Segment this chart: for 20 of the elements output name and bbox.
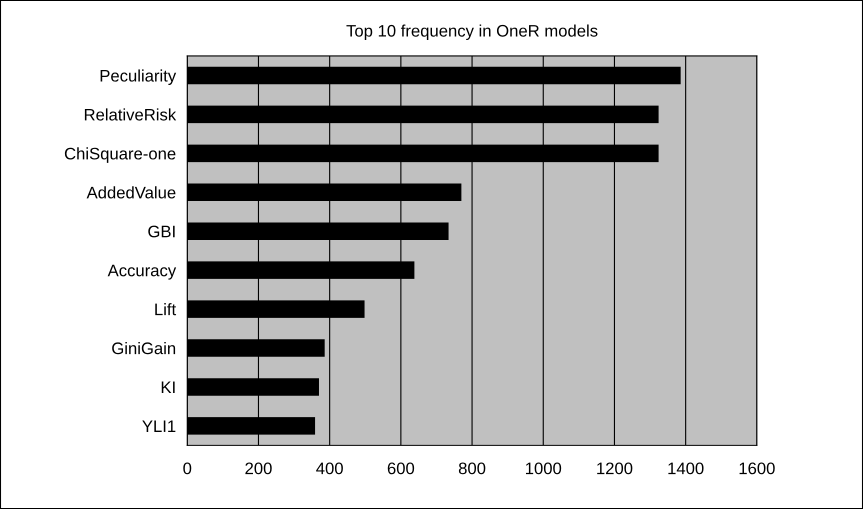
x-tick-label: 800: [458, 462, 486, 474]
y-tick-label: GBI: [148, 226, 175, 238]
x-tick-label: 600: [388, 462, 414, 474]
y-tick-label: GiniGain: [112, 342, 176, 354]
y-tick-label: Accuracy: [108, 264, 176, 280]
y-tick-label: YLI1: [142, 420, 176, 432]
y-tick-label: KI: [162, 382, 175, 394]
y-tick-label: AddedValue: [86, 186, 176, 198]
y-tick-label: RelativeRisk: [84, 108, 176, 121]
y-tick-label: Lift: [155, 303, 176, 316]
chart-title: Top 10 frequency in OneR models: [346, 24, 598, 40]
x-tick-label: 0: [183, 462, 192, 474]
x-tick-label: 400: [316, 462, 343, 474]
x-tick-label: 1000: [526, 462, 562, 474]
y-tick-label: Peculiarity: [100, 69, 176, 85]
x-tick-label: 200: [245, 462, 272, 474]
x-tick-label: 1600: [740, 462, 775, 474]
x-tick-label: 1400: [668, 462, 704, 474]
x-tick-label: 1200: [597, 462, 632, 474]
y-tick-label: ChiSquare-one: [64, 147, 176, 163]
